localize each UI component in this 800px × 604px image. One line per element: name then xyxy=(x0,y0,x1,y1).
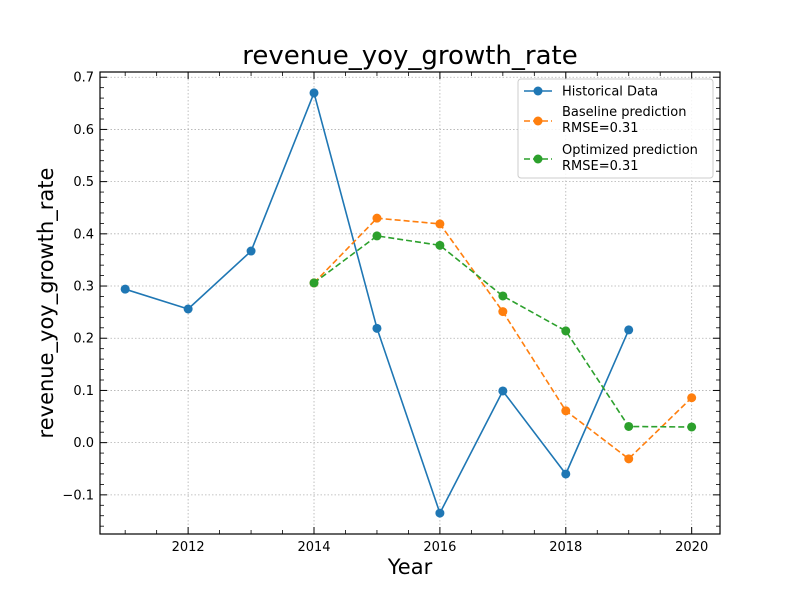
plot-frame xyxy=(99,71,721,535)
legend-label: RMSE=0.31 xyxy=(562,121,639,136)
data-point xyxy=(498,307,508,317)
data-point xyxy=(372,323,382,333)
data-point xyxy=(435,240,445,250)
legend-marker xyxy=(533,86,543,96)
data-point xyxy=(246,246,256,256)
legend-label: Historical Data xyxy=(562,85,658,100)
series-layer xyxy=(120,88,697,518)
y-tick-label: 0.6 xyxy=(73,123,94,138)
chart-title: revenue_yoy_growth_rate xyxy=(242,41,577,71)
data-point xyxy=(624,325,634,335)
y-tick-label: −0.1 xyxy=(62,488,94,503)
data-point xyxy=(435,219,445,229)
legend-box xyxy=(517,78,714,179)
y-tick-label: 0.5 xyxy=(73,175,94,190)
data-point xyxy=(498,386,508,396)
data-point xyxy=(561,326,571,336)
data-point xyxy=(120,284,130,294)
x-tick-label: 2014 xyxy=(297,540,330,555)
data-point xyxy=(561,406,571,416)
series-line xyxy=(313,235,692,428)
ticks: 2012 2014 2016 2018 2020 −0.1 0.0 0.1 0.2 0.3 0.4 0… xyxy=(62,71,720,555)
x-tick-label: 2016 xyxy=(423,540,456,555)
data-point xyxy=(309,88,319,98)
data-point xyxy=(498,291,508,301)
y-tick-label: 0.3 xyxy=(73,280,94,295)
data-point xyxy=(687,393,697,403)
series-3 xyxy=(309,231,697,432)
legend-label: RMSE=0.31 xyxy=(562,159,639,174)
data-point xyxy=(309,278,319,288)
x-axis-label: Year xyxy=(387,555,433,579)
data-point xyxy=(561,469,571,479)
x-tick-label: 2012 xyxy=(172,540,205,555)
legend-marker xyxy=(533,154,543,164)
data-point xyxy=(687,422,697,432)
data-point xyxy=(372,213,382,223)
data-point xyxy=(183,304,193,314)
x-tick-label: 2018 xyxy=(549,540,582,555)
y-tick-label: 0.1 xyxy=(73,384,94,399)
legend-marker xyxy=(533,116,543,126)
y-tick-label: 0.2 xyxy=(73,332,94,347)
y-tick-label: 0.7 xyxy=(73,71,94,86)
x-tick-label: 2020 xyxy=(675,540,708,555)
legend-label: Optimized prediction xyxy=(562,143,698,158)
y-tick-label: 0.0 xyxy=(73,436,94,451)
data-point xyxy=(624,421,634,431)
y-tick-label: 0.4 xyxy=(73,227,94,242)
data-point xyxy=(435,508,445,518)
data-point xyxy=(624,454,634,464)
data-point xyxy=(372,231,382,241)
legend-label: Baseline prediction xyxy=(562,105,686,120)
y-axis-label: revenue_yoy_growth_rate xyxy=(34,168,59,439)
series-1 xyxy=(120,88,634,518)
